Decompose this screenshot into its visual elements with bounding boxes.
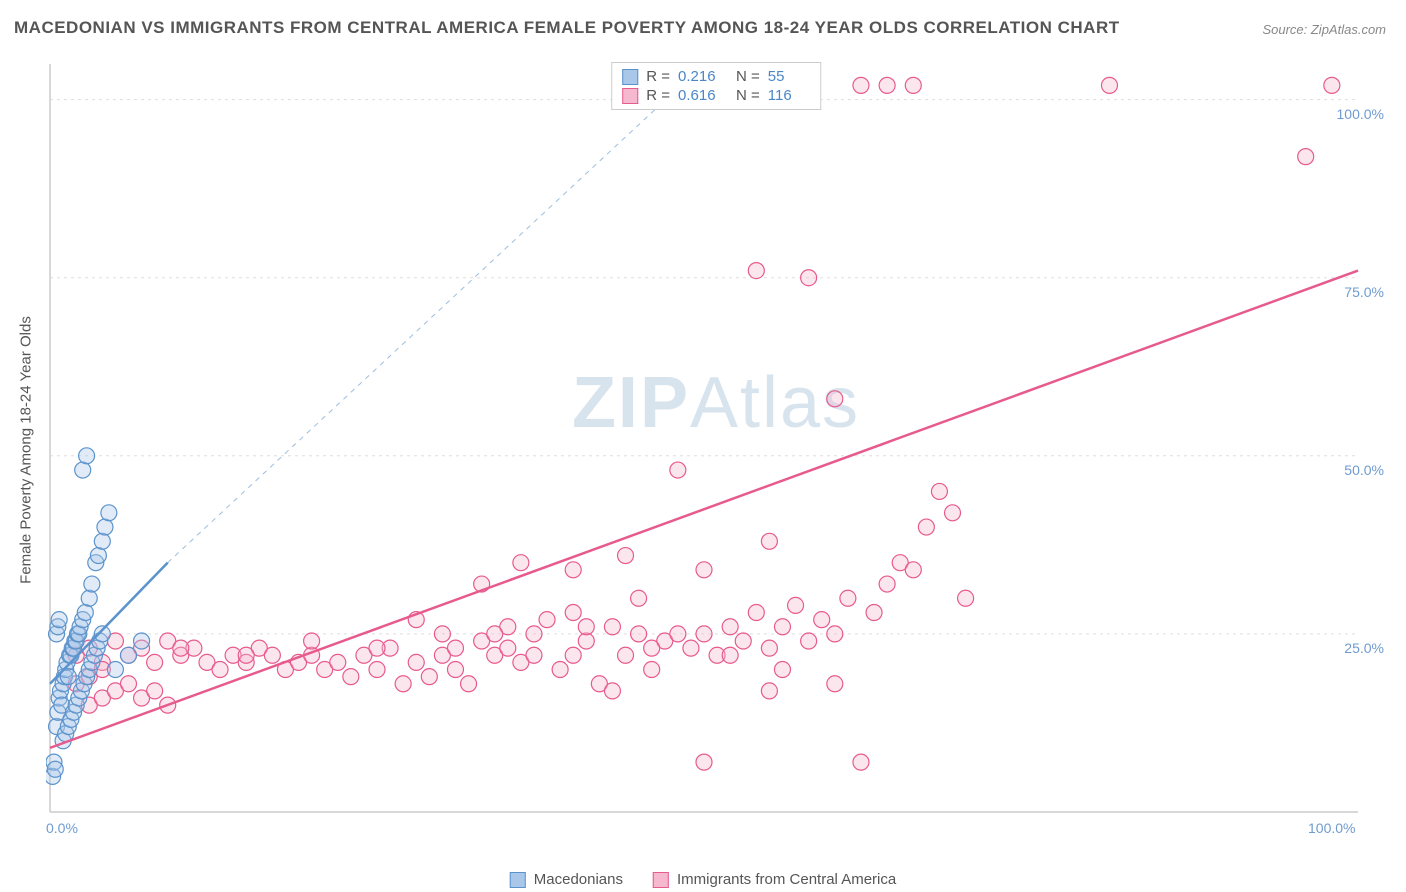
legend-label-blue: Macedonians (534, 871, 623, 888)
x-tick-label: 100.0% (1308, 820, 1355, 836)
scatter-plot (46, 60, 1386, 840)
r-value-blue: 0.216 (678, 68, 720, 85)
y-axis-label: Female Poverty Among 18-24 Year Olds (18, 316, 35, 584)
r-label: R = (646, 68, 670, 85)
r-value-pink: 0.616 (678, 87, 720, 104)
bottom-legend: Macedonians Immigrants from Central Amer… (510, 871, 896, 888)
swatch-blue (622, 69, 638, 85)
y-tick-label: 75.0% (1344, 284, 1384, 300)
legend-item-blue: Macedonians (510, 871, 623, 888)
stats-row-pink: R = 0.616 N = 116 (622, 86, 810, 105)
swatch-pink (653, 872, 669, 888)
n-value-pink: 116 (768, 87, 810, 104)
chart-container: Female Poverty Among 18-24 Year Olds ZIP… (46, 60, 1386, 840)
legend-label-pink: Immigrants from Central America (677, 871, 896, 888)
n-label: N = (736, 68, 760, 85)
n-value-blue: 55 (768, 68, 810, 85)
r-label: R = (646, 87, 670, 104)
source-attribution: Source: ZipAtlas.com (1262, 22, 1386, 37)
n-label: N = (736, 87, 760, 104)
stats-row-blue: R = 0.216 N = 55 (622, 67, 810, 86)
chart-title: MACEDONIAN VS IMMIGRANTS FROM CENTRAL AM… (14, 18, 1120, 38)
legend-item-pink: Immigrants from Central America (653, 871, 896, 888)
y-tick-label: 100.0% (1337, 106, 1384, 122)
y-tick-label: 25.0% (1344, 640, 1384, 656)
correlation-stats-box: R = 0.216 N = 55 R = 0.616 N = 116 (611, 62, 821, 110)
swatch-blue (510, 872, 526, 888)
x-tick-label: 0.0% (46, 820, 78, 836)
y-tick-label: 50.0% (1344, 462, 1384, 478)
swatch-pink (622, 88, 638, 104)
